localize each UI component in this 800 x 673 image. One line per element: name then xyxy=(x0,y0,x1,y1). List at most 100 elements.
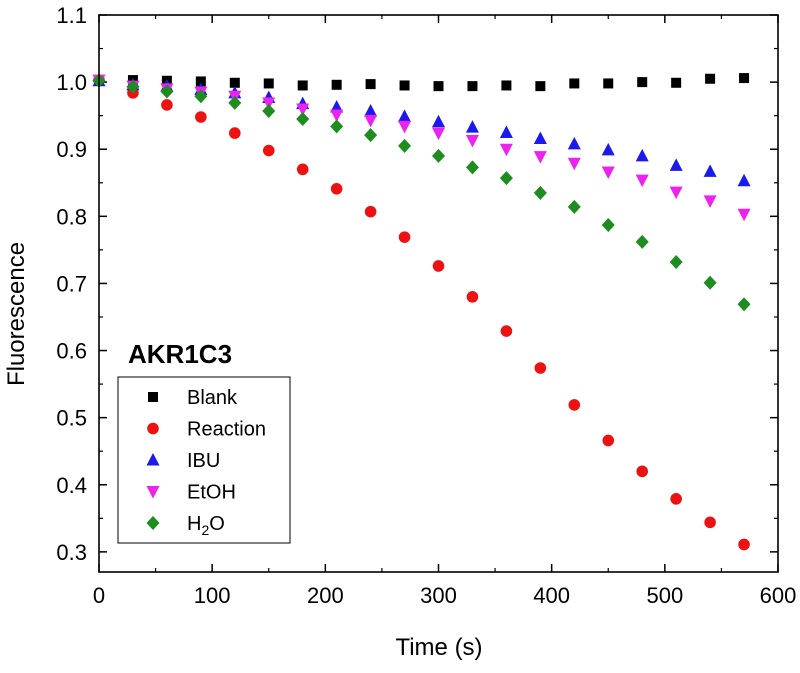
x-tick-label: 0 xyxy=(93,583,105,608)
legend-label: Blank xyxy=(187,387,238,409)
data-point xyxy=(432,260,445,272)
data-point xyxy=(567,199,581,214)
data-point xyxy=(500,325,513,337)
data-point xyxy=(195,111,207,123)
data-point xyxy=(330,183,343,195)
series-h xyxy=(92,73,751,312)
legend-marker xyxy=(147,422,159,435)
data-point xyxy=(160,84,174,99)
data-point xyxy=(703,164,717,177)
data-point xyxy=(534,362,547,374)
data-point xyxy=(432,114,445,128)
y-tick-label: 0.6 xyxy=(56,339,87,364)
data-point xyxy=(635,234,649,249)
data-point xyxy=(568,399,581,411)
data-point xyxy=(364,103,378,117)
data-point xyxy=(262,103,276,118)
data-point xyxy=(465,134,479,148)
data-point xyxy=(705,73,716,84)
data-point xyxy=(399,80,410,91)
data-point xyxy=(465,160,479,175)
data-point xyxy=(703,195,717,208)
data-point xyxy=(126,79,140,94)
x-tick-label: 400 xyxy=(533,583,570,608)
data-point xyxy=(364,114,378,128)
data-point xyxy=(499,171,513,186)
data-point xyxy=(331,79,342,90)
legend-marker xyxy=(146,516,160,530)
data-point xyxy=(601,166,615,180)
data-point xyxy=(330,119,344,134)
y-tick-label: 0.8 xyxy=(56,204,87,229)
data-point xyxy=(671,77,682,88)
data-point xyxy=(703,275,717,290)
data-point xyxy=(433,81,444,92)
data-point xyxy=(398,109,412,122)
data-point xyxy=(398,231,411,243)
data-point xyxy=(466,291,479,303)
y-tick-label: 1.0 xyxy=(56,70,87,95)
axes-layer: 0 100 200 300 400 500 600 0.3 0.4 0.5 0.6 0.7 0.8 0.9… xyxy=(56,3,796,608)
legend-marker xyxy=(146,486,160,499)
data-point xyxy=(365,79,376,90)
y-tick-label: 0.7 xyxy=(56,271,87,296)
data-point xyxy=(601,218,615,233)
series-blank xyxy=(94,73,750,92)
data-point xyxy=(567,136,581,150)
data-point xyxy=(263,78,274,89)
legend-label: IBU xyxy=(187,450,220,472)
data-point xyxy=(739,73,750,84)
data-point xyxy=(432,148,445,163)
data-point xyxy=(364,128,378,143)
data-point xyxy=(262,97,276,110)
data-point xyxy=(499,125,513,138)
data-point xyxy=(601,142,615,156)
data-point xyxy=(569,78,580,89)
data-point xyxy=(603,78,614,89)
x-tick-label: 500 xyxy=(646,583,683,608)
x-axis-title: Time (s) xyxy=(395,634,482,661)
data-point xyxy=(465,120,479,133)
y-tick-label: 1.1 xyxy=(56,3,87,28)
data-point xyxy=(737,173,751,187)
data-point xyxy=(432,127,445,141)
data-point xyxy=(669,158,683,171)
data-point xyxy=(704,516,716,529)
y-axis-title: Fluorescence xyxy=(3,242,30,386)
data-point xyxy=(296,103,310,116)
data-point xyxy=(398,120,412,134)
y-tick-label: 0.5 xyxy=(56,406,87,431)
data-point xyxy=(670,493,682,505)
data-point xyxy=(228,95,242,110)
data-point xyxy=(567,157,581,171)
data-point xyxy=(296,163,309,176)
data-point xyxy=(737,208,751,222)
data-point xyxy=(533,151,547,164)
legend-marker xyxy=(148,392,158,402)
data-point xyxy=(636,465,648,478)
data-point xyxy=(738,538,750,551)
data-point xyxy=(635,148,649,162)
data-point xyxy=(195,76,206,87)
data-point xyxy=(330,99,344,113)
data-point xyxy=(296,112,310,127)
legend-box xyxy=(117,376,291,544)
x-tick-label: 200 xyxy=(307,583,344,608)
data-point xyxy=(297,80,308,91)
data-point xyxy=(229,77,240,88)
data-point xyxy=(535,81,546,92)
data-point xyxy=(669,186,683,200)
data-point xyxy=(262,144,275,157)
data-point xyxy=(364,205,377,218)
x-tick-label: 100 xyxy=(194,583,231,608)
data-point xyxy=(635,174,649,188)
x-tick-label: 600 xyxy=(760,583,797,608)
series-reaction xyxy=(93,74,750,551)
data-point xyxy=(533,131,547,144)
data-point xyxy=(533,185,547,200)
data-point xyxy=(194,89,208,104)
data-point xyxy=(669,254,683,269)
data-point xyxy=(501,80,512,91)
